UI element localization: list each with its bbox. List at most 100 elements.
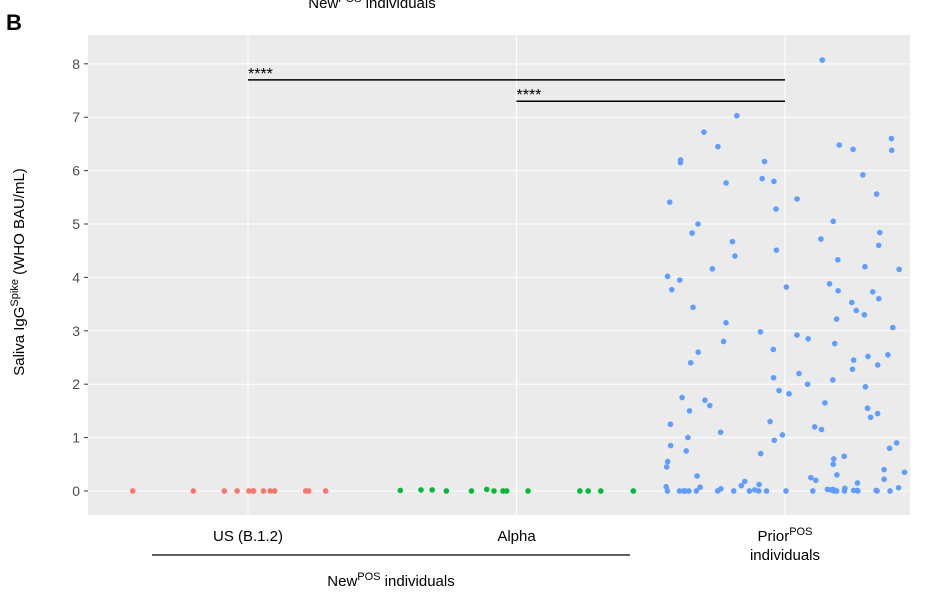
data-point (246, 488, 252, 494)
data-point (468, 488, 475, 494)
data-point (862, 263, 868, 270)
data-point (693, 488, 700, 494)
data-point (668, 286, 675, 293)
data-point (771, 437, 778, 444)
data-point (685, 434, 691, 441)
data-point (770, 346, 777, 353)
data-point (794, 332, 800, 338)
data-point (690, 304, 696, 311)
data-point (830, 461, 836, 468)
data-point (701, 129, 707, 135)
data-point (873, 191, 880, 197)
data-point (757, 329, 764, 335)
data-point (822, 400, 828, 406)
data-point (783, 284, 790, 290)
data-point (808, 474, 814, 481)
data-point (819, 57, 826, 63)
y-axis-label: Saliva IgGSpike (WHO BAU/mL) (9, 168, 28, 376)
data-point (741, 478, 748, 485)
data-point (756, 481, 762, 488)
data-point (630, 488, 637, 494)
data-point (830, 218, 837, 225)
group-label-sup: POS (357, 571, 380, 583)
data-point (893, 440, 900, 446)
data-point (761, 158, 768, 165)
x-tick-label-main: Prior (758, 528, 790, 545)
data-point (848, 299, 855, 306)
data-point (305, 488, 312, 494)
y-tick-label: 7 (72, 109, 80, 125)
x-tick-label: PriorPOS (758, 526, 813, 545)
data-point (874, 362, 881, 368)
data-point (129, 488, 136, 494)
data-point (694, 473, 700, 479)
data-point (767, 418, 773, 425)
data-point (686, 408, 693, 414)
x-tick-label: Alpha (497, 528, 536, 545)
data-point (895, 484, 902, 491)
data-point (664, 458, 671, 465)
y-tick-label: 4 (72, 269, 80, 285)
data-point (491, 488, 497, 494)
data-point (853, 307, 860, 314)
data-point (679, 394, 685, 401)
data-point (695, 349, 701, 355)
data-point (834, 472, 840, 478)
data-point (885, 352, 891, 358)
data-point (811, 424, 818, 430)
x-tick-label-line2: individuals (750, 547, 820, 564)
data-point (854, 480, 861, 486)
data-point (875, 242, 882, 249)
data-point (836, 142, 843, 148)
data-point (773, 206, 779, 212)
data-point (804, 381, 811, 387)
data-point (881, 476, 887, 483)
data-point (221, 488, 228, 494)
data-point (706, 402, 713, 409)
data-point (850, 357, 857, 363)
data-point (732, 253, 738, 259)
data-point (776, 387, 782, 394)
data-point (664, 488, 671, 494)
data-point (860, 172, 866, 178)
data-point (890, 324, 896, 331)
data-point (864, 405, 871, 412)
data-point (714, 488, 721, 494)
data-point (888, 147, 895, 154)
data-point (429, 487, 435, 493)
data-point (667, 442, 674, 449)
data-point (771, 178, 777, 185)
data-point (577, 488, 583, 494)
data-point (826, 281, 833, 287)
data-point (702, 397, 708, 404)
data-point (738, 482, 745, 489)
data-point (796, 370, 802, 377)
data-point (818, 236, 824, 242)
significance-label: **** (248, 66, 273, 83)
data-point (896, 266, 902, 273)
data-point (867, 414, 874, 421)
data-point (901, 469, 908, 476)
x-tick-label-sup: POS (789, 526, 812, 538)
group-label-rest: individuals (381, 573, 455, 590)
data-point (267, 488, 273, 494)
panel-label: B (6, 10, 22, 35)
y-tick-label: 2 (72, 376, 80, 392)
group-label-main: New (327, 573, 357, 590)
data-point (779, 432, 786, 438)
data-point (876, 229, 883, 236)
plot-panel (88, 35, 910, 515)
data-point (723, 180, 729, 186)
data-point (850, 146, 856, 153)
data-point (770, 374, 777, 381)
data-point (676, 488, 683, 494)
data-point (831, 340, 838, 347)
data-point (734, 112, 740, 119)
data-point (717, 429, 724, 436)
y-tick-label: 0 (72, 483, 80, 499)
data-point (757, 450, 764, 457)
data-point (260, 488, 267, 494)
data-point (715, 143, 721, 150)
data-point (663, 464, 670, 470)
